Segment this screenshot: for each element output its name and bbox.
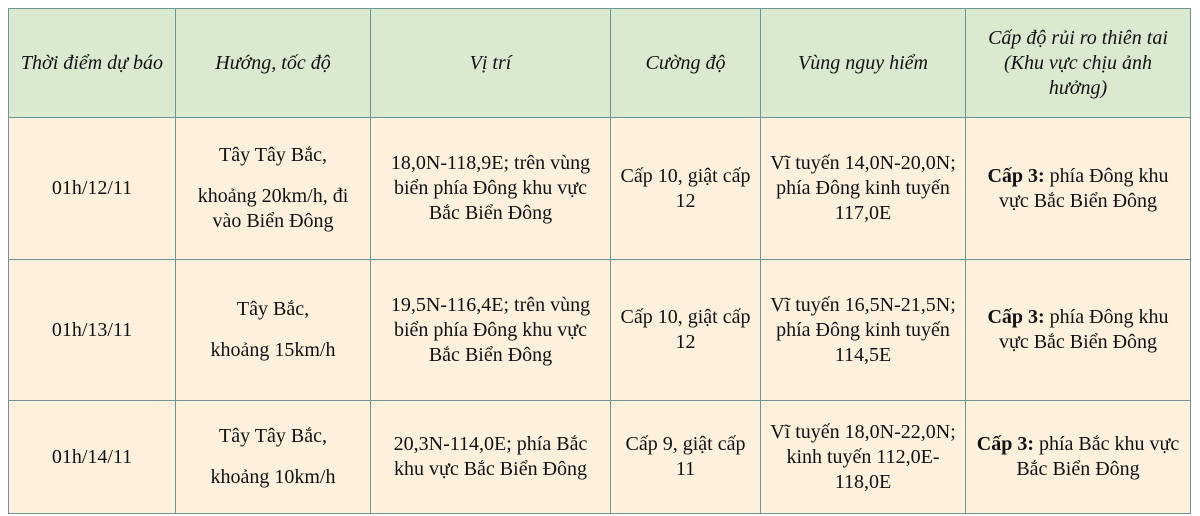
cell: Tây Bắc, khoảng 15km/h (175, 259, 371, 401)
row: 01h/12/11 Tây Tây Bắc, khoảng 20km/h, đi v… (8, 117, 1191, 260)
cell: Cấp 10, giật cấp 12 (610, 259, 761, 401)
cell: Vĩ tuyến 14,0N-20,0N; phía Đông kinh tuy… (760, 117, 966, 260)
cell: 01h/12/11 (8, 117, 176, 260)
header-cell: Vùng nguy hiểm (760, 8, 966, 118)
cell: 20,3N-114,0E; phía Bắc khu vực Bắc Biển … (370, 400, 611, 514)
cell: Vĩ tuyến 18,0N-22,0N; kinh tuyến 112,0E-… (760, 400, 966, 514)
cell-text: khoảng 15km/h (210, 339, 336, 361)
cell: Vĩ tuyến 16,5N-21,5N; phía Đông kinh tuy… (760, 259, 966, 401)
row: 01h/14/11 Tây Tây Bắc, khoảng 10km/h 20,3N-… (8, 400, 1191, 514)
cell: Cấp 3: phía Bắc khu vực Bắc Biển Đông (965, 400, 1191, 514)
header-cell: Cường độ (610, 8, 761, 118)
header-cell: Cấp độ rủi ro thiên tai (Khu vực chịu ản… (965, 8, 1191, 118)
header-cell: Hướng, tốc độ (175, 8, 371, 118)
risk-level: Cấp 3: (987, 164, 1045, 187)
cell: Tây Tây Bắc, khoảng 10km/h (175, 400, 371, 514)
cell: 19,5N-116,4E; trên vùng biển phía Đông k… (370, 259, 611, 401)
risk-level: Cấp 3: (987, 306, 1045, 328)
cell-text: khoảng 10km/h (210, 466, 336, 488)
cell: Cấp 9, giật cấp 11 (610, 400, 761, 514)
cell-text: khoảng 20km/h, đi vào Biển Đông (197, 185, 349, 232)
risk-area: phía Bắc khu vực Bắc Biển Đông (1016, 433, 1180, 480)
cell: Cấp 10, giật cấp 12 (610, 117, 761, 260)
cell: 18,0N-118,9E; trên vùng biển phía Đông k… (370, 117, 611, 260)
cell-text: Tây Bắc, (236, 298, 310, 320)
cell: Cấp 3: phía Đông khu vực Bắc Biển Đông (965, 117, 1191, 260)
cell: 01h/13/11 (8, 259, 176, 401)
risk-area: phía Đông khu vực Bắc Biển Đông (998, 306, 1169, 353)
cell-text: Tây Tây Bắc, (219, 425, 327, 447)
cell: Cấp 3: phía Đông khu vực Bắc Biển Đông (965, 259, 1191, 401)
header-row: Thời điểm dự báo Hướng, tốc độ Vị trí Cường… (8, 8, 1191, 118)
forecast-table: Thời điểm dự báo Hướng, tốc độ Vị trí Cường… (8, 8, 1191, 514)
row: 01h/13/11 Tây Bắc, khoảng 15km/h 19,5N-116,… (8, 259, 1191, 401)
cell-text: Tây Tây Bắc, (219, 144, 327, 166)
risk-area: phía Đông khu vực Bắc Biển Đông (998, 164, 1169, 212)
header-cell: Vị trí (370, 8, 611, 118)
cell: Tây Tây Bắc, khoảng 20km/h, đi vào Biển Đ… (175, 117, 371, 260)
header-cell: Thời điểm dự báo (8, 8, 176, 118)
risk-level: Cấp 3: (976, 433, 1034, 455)
cell: 01h/14/11 (8, 400, 176, 514)
